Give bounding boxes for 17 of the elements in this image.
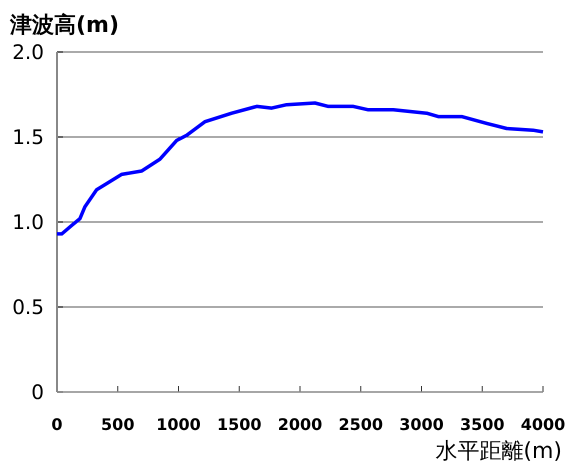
y-tick-label: 1.5 [12, 125, 44, 149]
line-series [55, 101, 545, 236]
y-tick-label: 2.0 [12, 40, 44, 64]
x-tick-label: 2000 [278, 415, 322, 434]
x-tick-label: 4000 [520, 415, 566, 434]
x-tick-label: 3500 [460, 415, 505, 434]
y-tick-label: 0.5 [12, 295, 44, 319]
y-tick-label: 1.0 [12, 210, 44, 234]
x-tick-label: 500 [101, 415, 134, 434]
x-tick-label: 2500 [338, 415, 384, 434]
y-tick-label: 0 [31, 380, 44, 404]
x-tick-label: 0 [51, 415, 63, 434]
x-axis-title: 水平距離(m) [435, 439, 562, 464]
x-tick-label: 1000 [156, 415, 201, 434]
x-tick-label: 3000 [399, 415, 444, 434]
x-tick-label: 1500 [216, 415, 262, 434]
y-axis-title: 津波高(m) [9, 12, 120, 38]
